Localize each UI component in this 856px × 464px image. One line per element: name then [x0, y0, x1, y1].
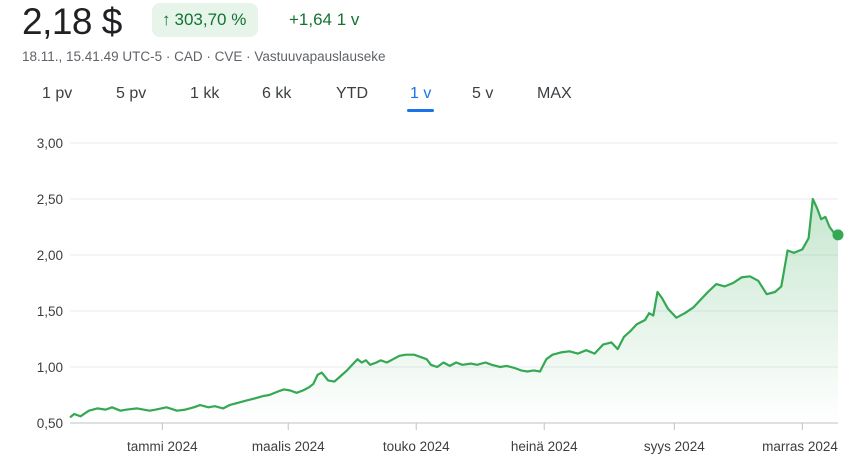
y-tick-label: 1,00 — [37, 360, 63, 375]
quote-meta: 18.11., 15.41.49 UTC-5 · CAD · CVE · Vas… — [22, 49, 385, 64]
tab-1-month[interactable]: 1 kk — [190, 85, 220, 102]
percent-change-badge: ↑ 303,70 % — [152, 3, 259, 37]
x-tick-label: maalis 2024 — [252, 439, 325, 454]
tab-1-year[interactable]: 1 v — [406, 80, 435, 112]
percent-change-value: 303,70 % — [174, 10, 247, 29]
meta-separator: · — [242, 49, 255, 64]
y-tick-label: 0,50 — [37, 416, 63, 431]
meta-separator: · — [162, 49, 175, 64]
tab-5-years[interactable]: 5 v — [472, 85, 494, 102]
y-tick-label: 2,50 — [37, 192, 63, 207]
current-price: 2,18 $ — [22, 1, 122, 42]
meta-separator: · — [202, 49, 215, 64]
tab-1-day[interactable]: 1 pv — [42, 85, 73, 102]
tab-ytd[interactable]: YTD — [336, 85, 368, 102]
currency: CAD — [174, 49, 203, 64]
disclaimer-link[interactable]: Vastuuvapauslauseke — [254, 49, 386, 64]
tab-max[interactable]: MAX — [537, 85, 572, 102]
x-tick-label: heinä 2024 — [511, 439, 578, 454]
range-tabs: 1 pv 5 pv 1 kk 6 kk YTD 1 v 5 v MAX — [0, 80, 640, 112]
x-tick-label: syys 2024 — [644, 439, 705, 454]
y-tick-label: 1,50 — [37, 304, 63, 319]
absolute-change: +1,64 1 v — [289, 10, 360, 29]
arrow-up-icon: ↑ — [162, 10, 171, 29]
exchange: CVE — [214, 49, 243, 64]
tab-6-months[interactable]: 6 kk — [262, 85, 292, 102]
x-tick-label: tammi 2024 — [127, 439, 198, 454]
tab-5-days[interactable]: 5 pv — [116, 85, 147, 102]
timestamp: 18.11., 15.41.49 UTC-5 — [22, 49, 163, 64]
current-price-marker — [832, 229, 844, 241]
x-tick-label: touko 2024 — [383, 439, 450, 454]
price-area-fill — [70, 199, 838, 423]
y-tick-label: 3,00 — [37, 136, 63, 151]
x-tick-label: marras 2024 — [762, 439, 838, 454]
price-line[interactable] — [69, 197, 839, 419]
y-tick-label: 2,00 — [37, 248, 63, 263]
